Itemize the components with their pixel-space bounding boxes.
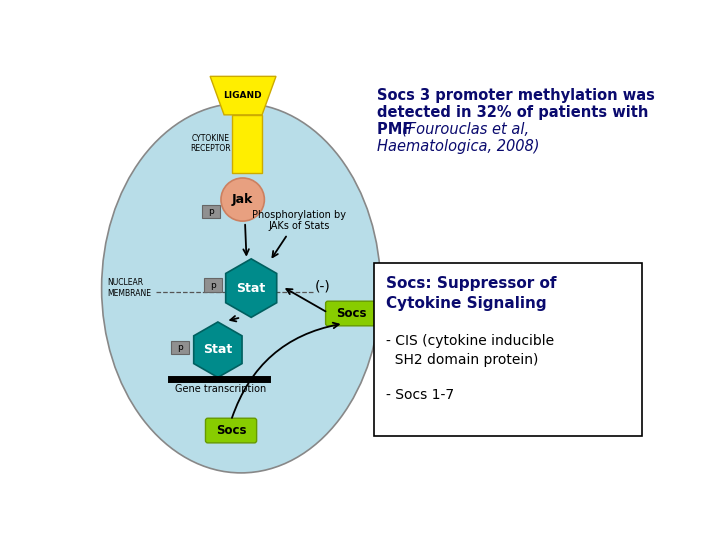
Text: Gene transcription: Gene transcription (174, 384, 266, 394)
Text: LIGAND: LIGAND (223, 91, 262, 100)
FancyBboxPatch shape (325, 301, 377, 326)
Circle shape (221, 178, 264, 221)
Text: - Socs 1-7: - Socs 1-7 (386, 388, 454, 402)
Text: p: p (177, 343, 183, 352)
Text: Haematologica, 2008): Haematologica, 2008) (377, 139, 539, 154)
FancyBboxPatch shape (171, 341, 189, 354)
Text: CYTOKINE
RECEPTOR: CYTOKINE RECEPTOR (190, 134, 230, 153)
Text: Stat: Stat (203, 343, 233, 356)
Text: detected in 32% of patients with: detected in 32% of patients with (377, 105, 648, 120)
Text: - CIS (cytokine inducible
  SH2 domain protein): - CIS (cytokine inducible SH2 domain pro… (386, 334, 554, 367)
Text: Jak: Jak (232, 193, 253, 206)
Text: NUCLEAR
MEMBRANE: NUCLEAR MEMBRANE (107, 279, 151, 298)
Text: PMF: PMF (377, 122, 418, 137)
Text: Phosphorylation by
JAKs of Stats: Phosphorylation by JAKs of Stats (252, 210, 346, 231)
Text: Socs 3 promoter methylation was: Socs 3 promoter methylation was (377, 88, 654, 103)
FancyBboxPatch shape (374, 264, 642, 436)
Text: (Fourouclas et al,: (Fourouclas et al, (402, 122, 528, 137)
FancyBboxPatch shape (202, 205, 220, 218)
FancyBboxPatch shape (204, 279, 222, 292)
Polygon shape (194, 322, 242, 377)
Text: Socs: Socs (336, 307, 366, 320)
Text: Stat: Stat (237, 281, 266, 295)
Polygon shape (225, 259, 276, 318)
Text: Socs: Socs (216, 424, 246, 437)
Polygon shape (210, 76, 276, 115)
Text: Socs: Suppressor of
Cytokine Signaling: Socs: Suppressor of Cytokine Signaling (386, 276, 557, 310)
FancyBboxPatch shape (205, 418, 256, 443)
Ellipse shape (102, 103, 381, 473)
Text: (-): (-) (315, 280, 330, 294)
Text: p: p (208, 207, 214, 215)
Text: p: p (210, 280, 216, 289)
FancyBboxPatch shape (232, 115, 262, 173)
